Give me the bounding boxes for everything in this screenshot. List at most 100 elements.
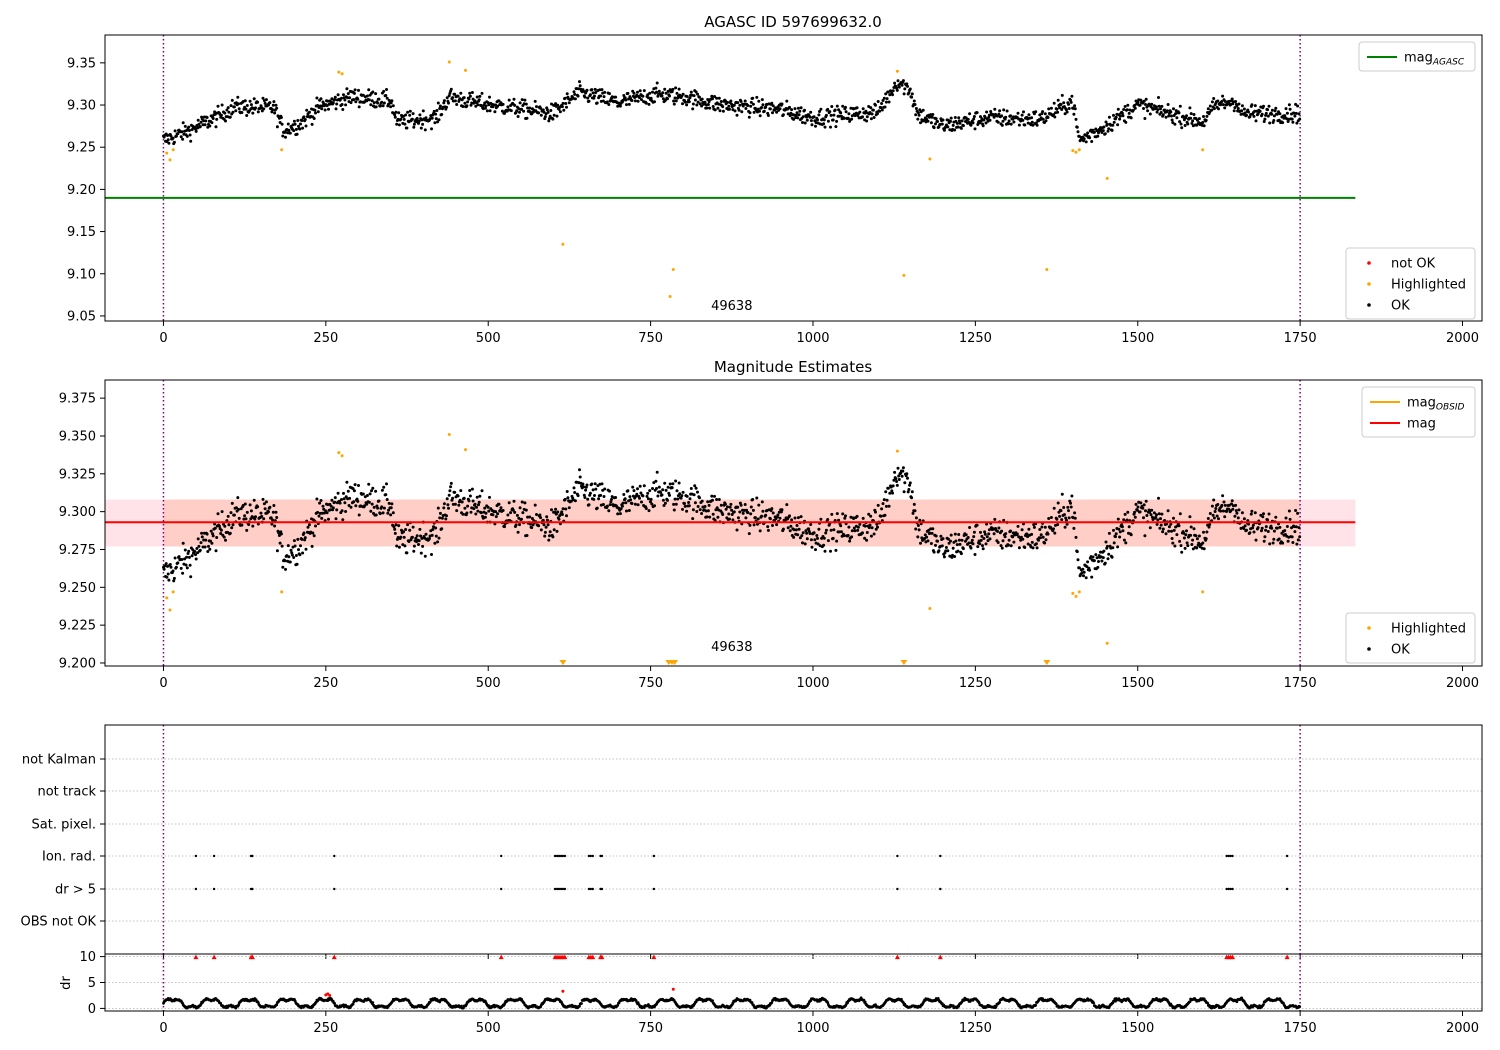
ok-point [655,81,659,85]
ok-point [681,490,685,494]
ok-point [805,531,809,535]
ok-point [1114,535,1117,539]
ok-point [245,114,249,117]
ok-point [1052,506,1056,510]
ok-point [736,505,740,509]
ok-point [830,105,834,108]
dr-point [1018,1003,1021,1007]
ok-point [208,124,212,128]
ok-point [1295,542,1299,546]
ok-point [488,95,491,99]
ok-point [886,486,890,490]
ok-point [728,517,731,521]
ok-point [764,105,768,109]
flag-point [555,854,559,858]
ok-point [181,541,185,545]
ok-point [676,497,680,501]
ok-point [560,513,564,516]
ok-point [210,541,214,545]
dr-point [333,1002,336,1005]
ok-point [822,543,826,547]
ok-point [419,534,423,538]
ok-point [1202,124,1206,128]
ok-point [602,95,606,99]
ok-point [799,515,803,519]
ok-point [533,503,537,507]
ok-point [639,491,643,495]
ok-point [1296,538,1300,542]
ok-point [988,537,992,541]
ok-point [864,109,868,113]
p2-xtick-label: 250 [313,676,338,691]
ok-point [354,504,358,508]
ok-point [953,116,957,119]
ok-point [334,517,338,521]
ok-point [1262,512,1265,516]
ok-point [958,121,962,125]
flag-point [591,887,594,891]
ok-point [421,544,425,548]
ok-point [1185,114,1188,118]
ok-point [545,515,549,519]
ok-point [795,111,799,115]
ok-point [949,539,952,543]
ok-point [1077,566,1081,570]
ok-point [1009,114,1012,118]
ok-point [473,502,477,506]
ok-point [850,535,854,539]
ok-point [660,493,664,497]
ok-point [172,140,176,144]
ok-point [1190,543,1194,546]
ok-point [656,494,660,498]
flag-point [587,854,591,858]
ok-point [384,493,388,497]
ok-point [310,122,314,126]
ok-point [476,103,480,107]
ok-point [677,481,681,485]
ok-point [663,98,667,102]
p4-ytick-label: 0 [88,1002,96,1017]
p2-xtick-label: 500 [476,676,501,691]
flag-point [939,854,942,858]
ok-point [1207,525,1211,529]
flag-point [333,887,336,891]
ok-point [891,491,894,495]
ok-point [463,506,467,510]
ok-point [992,115,996,119]
ok-point [338,501,342,505]
ok-point [380,100,384,104]
highlighted-point [1074,150,1078,154]
ok-point [661,97,665,101]
ok-point [746,104,750,107]
ok-point [251,524,255,528]
ok-point [844,514,847,518]
panel-agasc-title: AGASC ID 597699632.0 [704,13,882,31]
ok-point [1012,120,1016,124]
ok-point [1069,505,1073,509]
ok-point [912,502,916,506]
ok-point [234,506,238,510]
ok-point [370,502,374,506]
ok-point [1082,574,1085,578]
ok-point [223,524,227,528]
ok-point [566,496,570,500]
ok-point [293,122,297,126]
ok-point [930,531,934,535]
ok-point [186,552,190,555]
ok-point [503,525,506,529]
ok-point [292,556,296,559]
ok-point [936,539,939,543]
ok-point [793,107,797,111]
ok-point [751,102,755,106]
ok-point [1094,553,1098,557]
ok-point [315,497,319,501]
ok-point [700,512,704,515]
ok-point [397,111,401,115]
ok-point [752,523,756,527]
ok-point [259,511,263,515]
ok-point [1030,116,1034,120]
ok-point [968,526,972,529]
ok-point [981,547,985,551]
ok-point [1105,544,1109,548]
ok-point [271,518,275,522]
